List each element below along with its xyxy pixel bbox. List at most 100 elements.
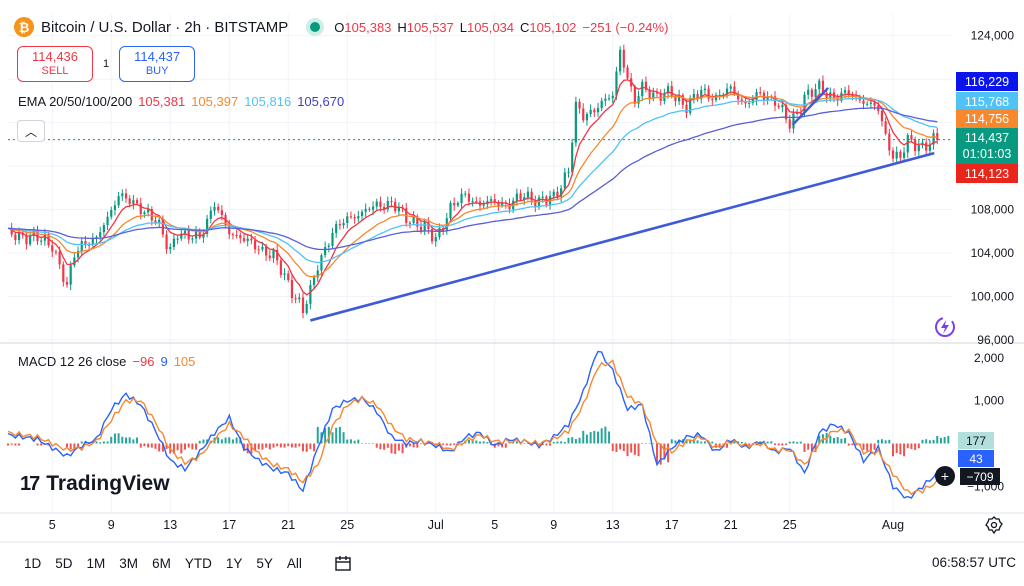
price-candle (593, 109, 596, 113)
price-candle (10, 228, 13, 235)
macd-histogram-bar (781, 443, 784, 446)
range-5y-button[interactable]: 5Y (256, 555, 273, 571)
macd-histogram-bar (814, 443, 817, 452)
price-axis-tick-label: 124,000 (971, 29, 1015, 43)
price-candle (884, 121, 887, 134)
lightning-icon[interactable] (930, 314, 960, 340)
macd-histogram-bar (656, 443, 658, 463)
macd-histogram-bar (685, 440, 688, 444)
macd-histogram-bar (597, 431, 599, 444)
add-plus-button[interactable]: + (935, 466, 955, 486)
macd-histogram-bar (386, 443, 389, 448)
price-candle (206, 218, 209, 234)
macd-histogram-bar (740, 441, 743, 444)
price-candle (928, 144, 931, 151)
price-candle (556, 191, 559, 197)
macd-histogram-bar (873, 443, 876, 450)
price-candle (43, 234, 46, 241)
macd-histogram-bar (774, 443, 776, 446)
macd-histogram-bar (759, 441, 762, 444)
macd-legend[interactable]: MACD 12 26 close −96 9 105 (18, 354, 195, 369)
price-candle (641, 81, 644, 97)
price-change: −251 (−0.24%) (582, 19, 669, 35)
range-5d-button[interactable]: 5D (55, 555, 73, 571)
spread-value: 1 (103, 58, 110, 70)
price-candle (689, 98, 692, 114)
macd-histogram-bar (434, 443, 437, 446)
ema100-price-tag: 115,768 (956, 92, 1018, 111)
price-candle (217, 206, 220, 211)
price-candle (228, 225, 231, 235)
macd-histogram-bar (276, 443, 279, 447)
price-candle (755, 92, 758, 100)
price-candle (69, 265, 72, 285)
range-1d-button[interactable]: 1D (24, 555, 42, 571)
macd-hist-tag: 177 (958, 432, 994, 449)
utc-clock[interactable]: 06:58:57 UTC (931, 555, 1016, 570)
macd-histogram-bar (611, 443, 614, 452)
macd-histogram-bar (855, 443, 858, 446)
macd-histogram-bar (316, 426, 319, 444)
collapse-legend-button[interactable]: ︿ (17, 120, 45, 142)
range-all-button[interactable]: All (286, 555, 302, 571)
buy-label: BUY (145, 65, 169, 77)
macd-histogram-bar (206, 439, 209, 444)
price-candle (843, 90, 847, 93)
price-candle (80, 241, 83, 252)
macd-histogram-bar (641, 443, 644, 444)
range-1m-button[interactable]: 1M (86, 555, 106, 571)
macd-histogram-bar (442, 443, 445, 445)
price-candle (283, 273, 286, 275)
price-candle (563, 172, 566, 189)
price-candle (596, 108, 600, 113)
price-candle (814, 89, 817, 97)
price-axis-tick-label: 104,000 (971, 246, 1015, 260)
macd-histogram-bar (14, 443, 17, 446)
sell-price: 114,436 (31, 49, 79, 64)
macd-histogram-bar (254, 443, 257, 451)
sell-button[interactable]: 114,436 SELL (17, 46, 93, 82)
macd-histogram-bar (40, 443, 43, 446)
macd-histogram-bar (202, 439, 205, 444)
macd-histogram-bar (397, 443, 400, 451)
macd-histogram-bar (630, 443, 633, 453)
price-candle (176, 238, 179, 240)
macd-histogram-bar (279, 443, 282, 448)
time-axis-tick-label: 17 (222, 518, 236, 532)
range-6m-button[interactable]: 6M (152, 555, 171, 571)
macd-histogram-bar (453, 443, 456, 445)
calendar-icon[interactable] (334, 554, 352, 572)
time-axis-tick-label: 21 (281, 518, 295, 532)
symbol-title[interactable]: Bitcoin / U.S. Dollar · 2h · BITSTAMP (41, 18, 289, 36)
range-ytd-button[interactable]: YTD (184, 555, 212, 571)
price-candle (796, 112, 799, 114)
macd-histogram-bar (243, 443, 245, 451)
macd-histogram-bar (261, 443, 264, 450)
macd-histogram-bar (298, 443, 301, 447)
price-candle (287, 273, 290, 281)
price-candle (737, 93, 740, 100)
macd-histogram-bar (220, 439, 223, 444)
ema-legend[interactable]: EMA 20/50/100/200 105,381 105,397 105,81… (18, 94, 344, 109)
price-candle (788, 119, 791, 129)
range-3m-button[interactable]: 3M (119, 555, 139, 571)
macd-histogram-bar (877, 439, 880, 444)
range-1y-button[interactable]: 1Y (225, 555, 243, 571)
price-candle (729, 86, 732, 89)
price-candle (582, 108, 585, 121)
macd-histogram-bar (906, 443, 909, 449)
macd-line-value: 9 (160, 354, 168, 369)
time-axis-tick-label: 9 (550, 518, 557, 532)
gear-icon[interactable] (985, 516, 1003, 534)
macd-histogram-bar (125, 437, 127, 444)
price-candle (209, 210, 212, 219)
time-axis-tick-label: 25 (783, 518, 797, 532)
ema20-line (7, 79, 938, 296)
trade-panel: 114,436 SELL 1 114,437 BUY (17, 46, 196, 82)
macd-histogram-bar (80, 441, 83, 444)
buy-button[interactable]: 114,437 BUY (119, 46, 196, 82)
price-candle (25, 235, 28, 245)
macd-histogram-bar (99, 442, 102, 444)
ema200-line (7, 107, 938, 251)
